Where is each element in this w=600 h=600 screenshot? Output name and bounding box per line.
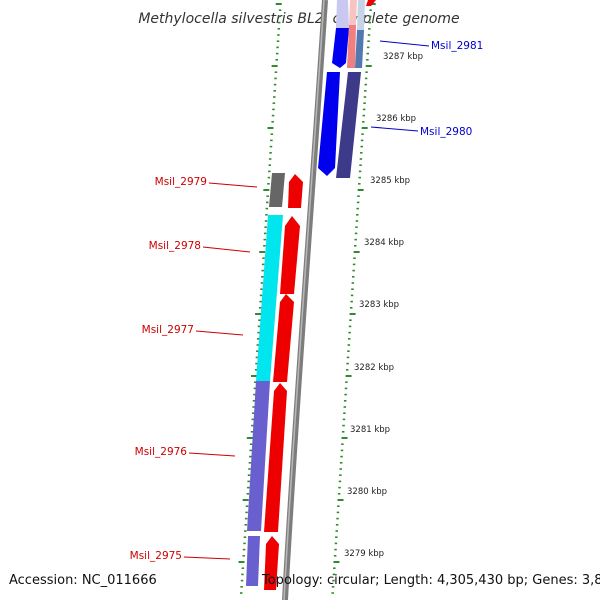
scale-labels: 3287 kbp 3286 kbp 3285 kbp 3284 kbp 3283…: [344, 52, 423, 559]
gene-arrow-msil-2980[interactable]: [318, 72, 340, 176]
map-title: Methylocella silvestris BL2, complete ge…: [138, 11, 459, 27]
leader-line: [208, 182, 258, 188]
gene-label-msil-2977[interactable]: Msil_2977: [142, 324, 194, 336]
accession-text: Accession: NC_011666: [9, 573, 157, 588]
scale-label: 3282 kbp: [354, 363, 394, 373]
scale-label: 3284 kbp: [364, 238, 404, 248]
feature-top-red: [366, 0, 376, 6]
reverse-arrow-track: [264, 174, 303, 590]
feature-steel[interactable]: [355, 30, 364, 68]
gene-arrow-msil-2977[interactable]: [273, 294, 294, 382]
feature-steel-faded: [357, 0, 365, 30]
scale-label: 3287 kbp: [383, 52, 423, 62]
scale-label: 3285 kbp: [370, 176, 410, 186]
feature-msil-2977-cyan[interactable]: [256, 215, 283, 381]
scale-label: 3280 kbp: [347, 487, 387, 497]
leader-line: [195, 330, 244, 336]
feature-pink-faded: [349, 0, 357, 25]
leader-line: [379, 40, 430, 47]
gene-label-msil-2979[interactable]: Msil_2979: [155, 176, 207, 188]
gene-arrow-msil-2979[interactable]: [288, 174, 303, 208]
leader-line: [183, 556, 231, 560]
right-feature-track: [318, 0, 376, 178]
gene-arrow-msil-2981[interactable]: [332, 28, 349, 68]
scale-label: 3279 kbp: [344, 549, 384, 559]
genome-backbone: [282, 0, 328, 600]
gene-label-msil-2978[interactable]: Msil_2978: [149, 240, 201, 252]
leader-line: [188, 452, 236, 457]
scale-label: 3286 kbp: [376, 114, 416, 124]
gene-arrow-msil-2981-faded: [336, 0, 349, 28]
scale-label: 3283 kbp: [359, 300, 399, 310]
gene-label-msil-2981[interactable]: Msil_2981: [431, 40, 483, 52]
feature-msil-2979-gray[interactable]: [269, 173, 285, 207]
tick-tracks: [238, 3, 376, 594]
scale-label: 3281 kbp: [350, 425, 390, 435]
feature-msil-2976-slate[interactable]: [247, 381, 270, 531]
leader-line: [202, 246, 251, 253]
gene-arrow-msil-2975[interactable]: [264, 536, 279, 590]
gene-arrow-msil-2976[interactable]: [264, 383, 287, 532]
feature-pink[interactable]: [347, 25, 356, 68]
gene-label-msil-2976[interactable]: Msil_2976: [135, 446, 188, 458]
genome-backbone-highlight: [283, 0, 325, 600]
leader-line: [370, 126, 419, 132]
gene-labels: Msil_2979 Msil_2978 Msil_2977 Msil_2976 …: [130, 40, 484, 562]
gene-label-msil-2980[interactable]: Msil_2980: [420, 126, 472, 138]
gene-label-msil-2975[interactable]: Msil_2975: [130, 550, 182, 562]
left-feature-track: [246, 173, 285, 586]
genome-summary-text: Topology: circular; Length: 4,305,430 bp…: [262, 573, 600, 588]
gene-arrow-msil-2978[interactable]: [280, 216, 300, 294]
feature-msil-2980-dark[interactable]: [336, 72, 361, 178]
feature-msil-2975-slate[interactable]: [246, 536, 260, 586]
